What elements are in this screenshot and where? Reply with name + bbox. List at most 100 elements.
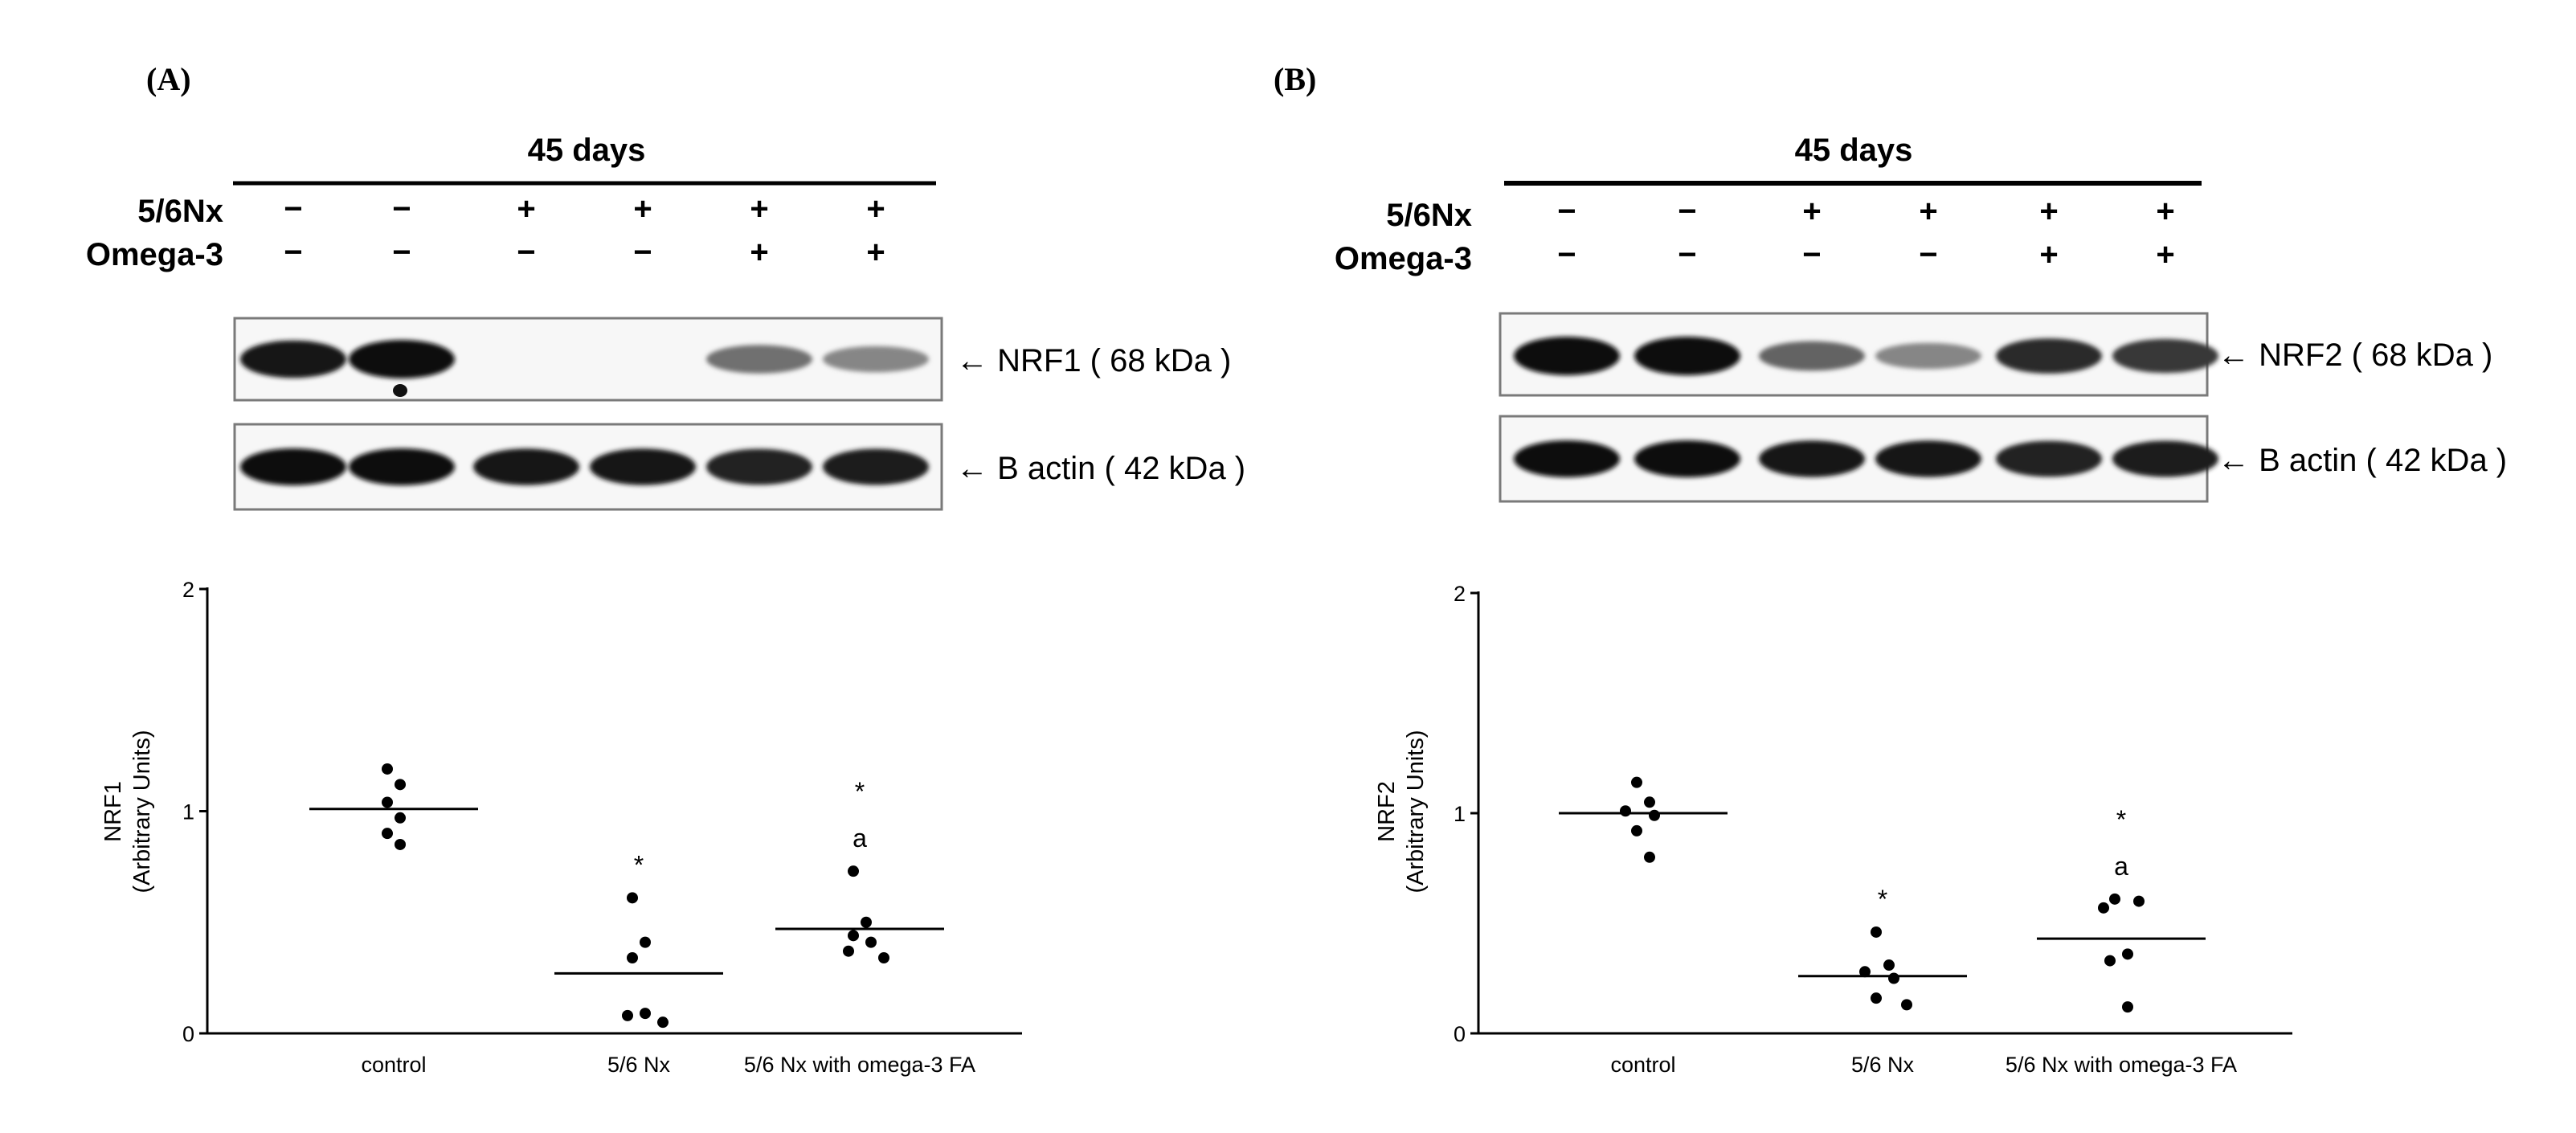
loading-band xyxy=(1514,440,1620,477)
data-point xyxy=(382,796,393,808)
data-point xyxy=(1883,959,1895,971)
data-point xyxy=(382,763,393,775)
data-point xyxy=(861,916,872,928)
target-band-label: ← NRF1 ( 68 kDa ) xyxy=(956,343,1231,378)
target-band xyxy=(706,345,812,374)
treatment-sign: − xyxy=(517,235,535,270)
y-tick-label: 0 xyxy=(182,1022,194,1046)
treatment-sign: − xyxy=(284,235,302,270)
loading-band xyxy=(1759,440,1865,477)
y-tick-label: 2 xyxy=(1454,582,1466,606)
data-point xyxy=(2109,893,2120,905)
data-point xyxy=(1649,809,1660,821)
y-tick-label: 1 xyxy=(182,800,194,824)
data-point xyxy=(1901,999,1912,1011)
data-point xyxy=(1888,972,1899,984)
loading-band xyxy=(473,448,579,485)
data-point xyxy=(382,828,393,840)
x-tick-label: 5/6 Nx with omega-3 FA xyxy=(2006,1053,2237,1077)
treatment-sign: + xyxy=(866,191,885,227)
loading-band xyxy=(590,448,696,485)
y-tick-label: 0 xyxy=(1454,1022,1466,1046)
significance-letter: a xyxy=(2114,852,2128,881)
row-label-omega-3: Omega-3 xyxy=(86,237,223,272)
data-point xyxy=(1644,796,1655,808)
data-point xyxy=(848,930,859,942)
treatment-sign: − xyxy=(633,235,652,270)
x-tick-label: control xyxy=(361,1053,426,1077)
data-point xyxy=(1644,851,1655,863)
target-band xyxy=(1875,342,1981,370)
significance-asterisk: * xyxy=(855,777,865,806)
target-band-label: ← NRF2 ( 68 kDa ) xyxy=(2218,337,2492,373)
target-band xyxy=(349,340,455,378)
loading-band xyxy=(1634,440,1740,477)
data-point xyxy=(865,936,877,948)
data-point xyxy=(395,779,406,791)
row-label-5-6nx: 5/6Nx xyxy=(137,194,223,229)
treatment-sign: − xyxy=(392,235,411,270)
treatment-sign: + xyxy=(2039,237,2058,272)
target-band xyxy=(1514,337,1620,375)
x-tick-label: 5/6 Nx xyxy=(1851,1053,1915,1077)
data-point xyxy=(2098,902,2109,914)
data-point xyxy=(1631,776,1642,788)
treatment-sign: + xyxy=(750,191,768,227)
treatment-sign: − xyxy=(1678,237,1696,272)
significance-letter: a xyxy=(853,824,867,853)
treatment-sign: + xyxy=(1919,194,1937,229)
data-point xyxy=(1620,805,1631,817)
target-band xyxy=(1634,337,1740,375)
treatment-sign: + xyxy=(750,235,768,270)
data-point xyxy=(627,951,638,963)
data-point xyxy=(627,892,638,904)
x-tick-label: control xyxy=(1610,1053,1675,1077)
x-tick-label: 5/6 Nx xyxy=(607,1053,671,1077)
significance-asterisk: * xyxy=(634,850,644,879)
data-point xyxy=(395,838,406,850)
data-point xyxy=(1859,966,1871,978)
treatment-sign: + xyxy=(866,235,885,270)
loading-band xyxy=(1875,440,1981,477)
data-point xyxy=(640,1008,651,1020)
loading-band xyxy=(1996,440,2102,477)
timepoint-label: 45 days xyxy=(528,133,646,168)
data-point xyxy=(395,812,406,824)
y-axis-label: NRF1 xyxy=(100,781,126,842)
data-point xyxy=(657,1016,669,1029)
panel-b: (B) 45 days 5/6Nx Omega-3 − − + + + + − − − − + + … xyxy=(1274,61,2507,1077)
blot-artifact-spot xyxy=(393,384,407,397)
data-point xyxy=(848,865,859,877)
treatment-sign: − xyxy=(284,191,302,227)
treatment-sign: − xyxy=(1557,237,1576,272)
significance-asterisk: * xyxy=(2116,805,2126,834)
data-point xyxy=(878,951,889,963)
data-point xyxy=(2104,955,2116,967)
data-point xyxy=(1631,824,1642,836)
target-band xyxy=(823,346,929,373)
treatment-sign: + xyxy=(2039,194,2058,229)
y-axis-label-units: (Arbitrary Units) xyxy=(1403,730,1429,893)
loading-band xyxy=(240,448,346,485)
panel-label: (B) xyxy=(1274,61,1316,97)
data-point xyxy=(1871,992,1882,1004)
data-point xyxy=(622,1009,633,1021)
treatment-sign: + xyxy=(2156,194,2174,229)
row-label-5-6nx: 5/6Nx xyxy=(1386,198,1472,233)
data-point xyxy=(640,936,651,948)
row-label-omega-3: Omega-3 xyxy=(1335,241,1472,276)
y-axis-label: NRF2 xyxy=(1374,781,1400,842)
significance-asterisk: * xyxy=(1878,885,1887,914)
timepoint-label: 45 days xyxy=(1795,133,1913,168)
y-tick-label: 2 xyxy=(182,578,194,602)
target-band xyxy=(1996,338,2102,374)
target-band xyxy=(2112,338,2218,374)
treatment-sign: − xyxy=(392,191,411,227)
treatment-sign: − xyxy=(1919,237,1937,272)
treatment-sign: − xyxy=(1678,194,1696,229)
treatment-sign: + xyxy=(2156,237,2174,272)
data-point xyxy=(2133,895,2145,907)
loading-band xyxy=(349,448,455,485)
y-tick-label: 1 xyxy=(1454,802,1466,826)
